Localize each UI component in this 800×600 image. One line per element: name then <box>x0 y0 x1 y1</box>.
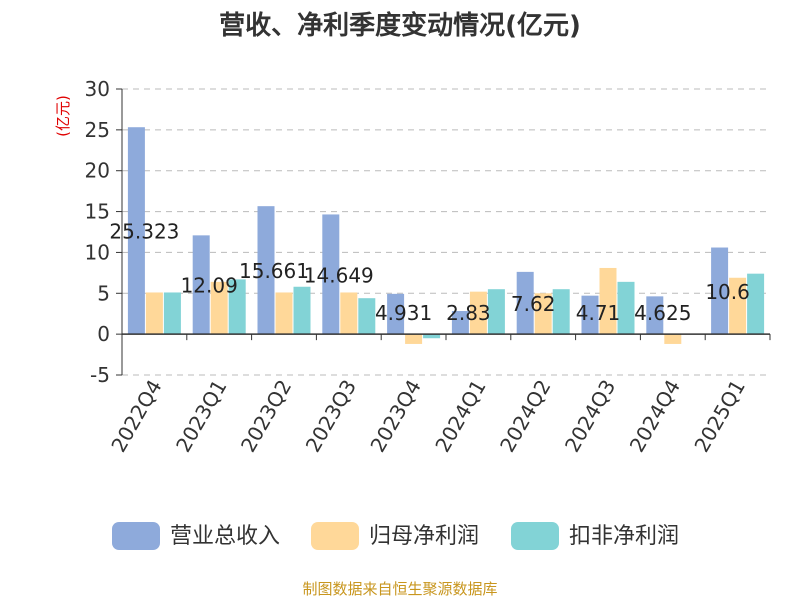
bar-归母净利润 <box>145 292 163 335</box>
chart-title: 营收、净利季度变动情况(亿元) <box>219 10 581 41</box>
x-tick-label: 2024Q2 <box>495 376 555 457</box>
data-label: 4.71 <box>576 301 621 325</box>
bar-扣非净利润 <box>163 292 181 335</box>
bar-营业总收入 <box>581 295 599 335</box>
x-tick-label: 2023Q2 <box>236 376 296 457</box>
data-label: 2.83 <box>446 301 491 325</box>
x-tick-label: 2022Q4 <box>106 376 166 457</box>
bar-layer <box>127 127 765 344</box>
source-note: 制图数据来自恒生聚源数据库 <box>302 580 497 598</box>
legend-swatch <box>311 522 359 550</box>
legend-label: 扣非净利润 <box>569 524 679 549</box>
data-label: 14.649 <box>304 263 374 287</box>
bar-扣非净利润 <box>423 334 441 339</box>
y-tick-label: 10 <box>85 240 110 264</box>
y-tick-label: 5 <box>97 281 110 305</box>
data-label: 12.09 <box>181 274 238 298</box>
x-tick-label: 2023Q1 <box>171 376 231 457</box>
bar-归母净利润 <box>340 292 358 335</box>
bar-扣非净利润 <box>747 273 765 335</box>
bar-营业总收入 <box>516 271 534 335</box>
x-tick-label: 2024Q4 <box>625 376 685 457</box>
bar-营业总收入 <box>192 235 210 335</box>
data-label: 4.931 <box>375 301 432 325</box>
bar-营业总收入 <box>387 293 405 335</box>
data-label: 15.661 <box>239 259 309 283</box>
bar-扣非净利润 <box>617 281 635 335</box>
bar-扣非净利润 <box>487 289 505 335</box>
x-tick-label: 2023Q3 <box>301 376 361 457</box>
bar-归母净利润 <box>275 292 293 335</box>
data-label: 4.625 <box>634 301 691 325</box>
x-tick-label: 2024Q3 <box>560 376 620 457</box>
y-axis-label: (亿元) <box>54 95 72 137</box>
y-tick-label: 30 <box>85 77 110 101</box>
bar-营业总收入 <box>257 206 275 335</box>
x-tick-label: 2025Q1 <box>689 376 749 457</box>
data-label: 10.6 <box>705 280 750 304</box>
bar-归母净利润 <box>210 281 228 335</box>
grid-layer <box>122 88 770 376</box>
y-tick-label: 20 <box>85 159 110 183</box>
bar-营业总收入 <box>646 296 664 335</box>
y-tick-label: -5 <box>90 363 110 387</box>
bar-归母净利润 <box>534 293 552 335</box>
bar-扣非净利润 <box>228 279 246 335</box>
bar-归母净利润 <box>729 277 747 335</box>
y-tick-label: 25 <box>85 118 110 142</box>
data-label: 25.323 <box>109 220 179 244</box>
legend-swatch <box>112 522 160 550</box>
bar-归母净利润 <box>469 291 487 335</box>
bar-归母净利润 <box>599 267 617 335</box>
bar-扣非净利润 <box>293 286 311 335</box>
bar-营业总收入 <box>322 214 340 335</box>
bar-归母净利润 <box>664 334 682 344</box>
x-tick-label: 2024Q1 <box>430 376 490 457</box>
y-tick-label: 15 <box>85 200 110 224</box>
legend: 营业总收入 归母净利润 扣非净利润 <box>112 522 679 550</box>
bar-归母净利润 <box>405 334 423 344</box>
legend-label: 营业总收入 <box>170 524 280 549</box>
x-tick-label: 2023Q4 <box>365 376 425 457</box>
bar-扣非净利润 <box>552 289 570 335</box>
bar-营业总收入 <box>451 311 469 335</box>
y-tick-label: 0 <box>97 322 110 346</box>
bar-营业总收入 <box>711 247 729 335</box>
legend-label: 归母净利润 <box>369 524 479 549</box>
legend-swatch <box>511 522 559 550</box>
bar-扣非净利润 <box>358 298 376 335</box>
data-label: 7.62 <box>511 292 556 316</box>
bar-营业总收入 <box>127 127 145 335</box>
